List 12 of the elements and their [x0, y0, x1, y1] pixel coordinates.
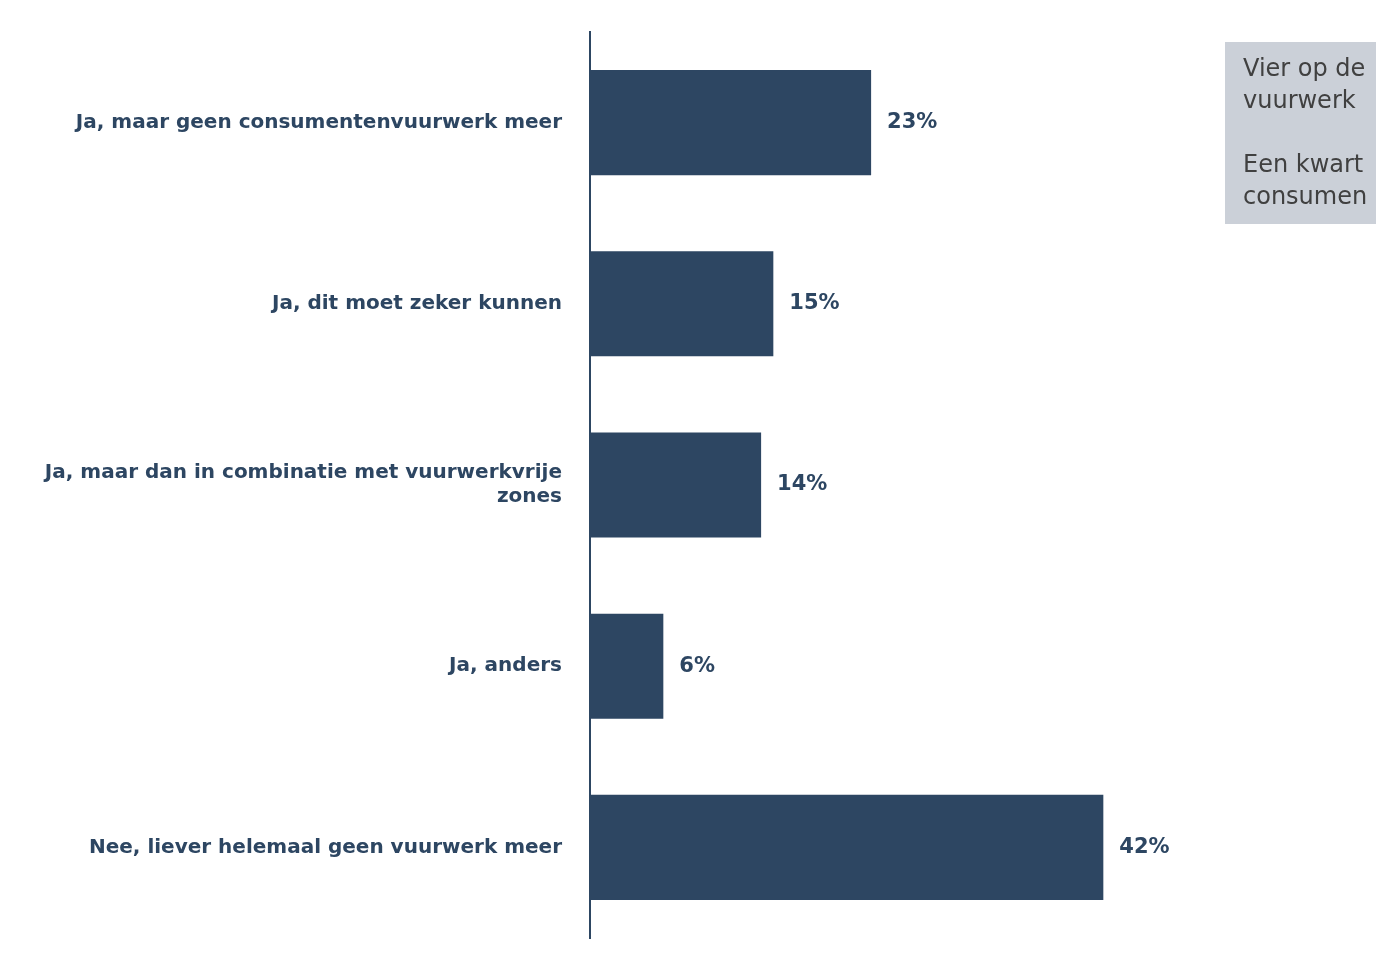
y-tick-label: Ja, maar geen consumentenvuurwerk meer	[73, 108, 563, 133]
data-label: 42%	[1119, 833, 1170, 858]
data-label: 15%	[789, 290, 840, 315]
data-label: 14%	[777, 471, 828, 496]
data-label: 6%	[679, 652, 715, 677]
y-tick-label: Nee, liever helemaal geen vuurwerk meer	[88, 833, 563, 858]
text: Vier op de vuurwerk	[1243, 53, 1367, 116]
y-tick-label: Ja, dit moet zeker kunnen	[269, 290, 562, 314]
text: Een kwart consumen	[1243, 149, 1369, 212]
data-label: 23%	[887, 109, 938, 134]
y-tick-label: Ja, maar dan in combinatie met vuurwerkvrije zones	[42, 459, 562, 508]
y-tick-label: Ja, anders	[447, 652, 562, 677]
